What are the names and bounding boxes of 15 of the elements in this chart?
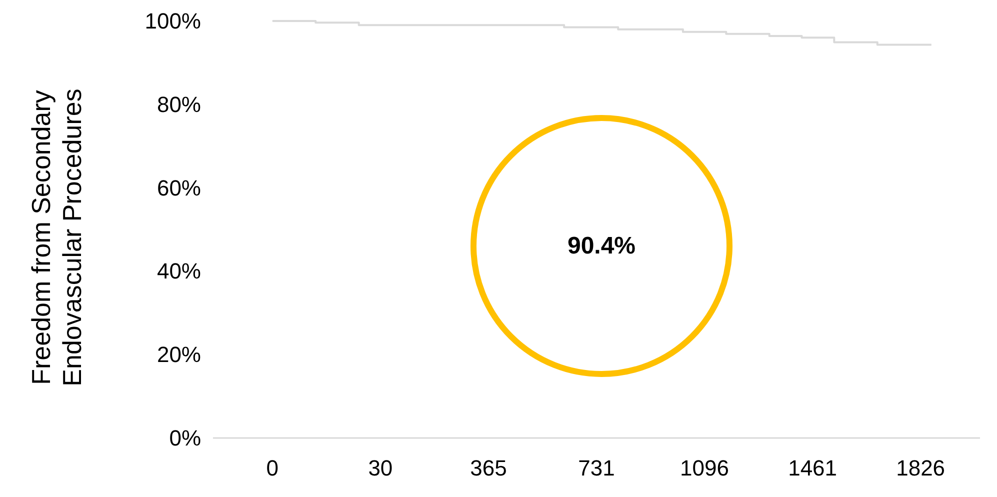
y-tick-label: 40% [156, 258, 201, 284]
y-tick-label: 20% [156, 342, 201, 368]
x-tick-label: 365 [470, 456, 507, 480]
y-tick-label: 80% [156, 92, 201, 117]
x-tick-label: 1826 [896, 456, 946, 480]
y-tick-label: 60% [156, 175, 201, 200]
y-tick-label: 100% [144, 8, 201, 34]
annotation: 90.4% [567, 232, 636, 260]
y-tick-label: 0% [169, 426, 201, 450]
x-tick-label: 30 [368, 456, 393, 480]
y-axis-title: Freedom from Secondary Endovascular Procedures [26, 88, 87, 386]
x-tick-label: 0 [266, 456, 279, 480]
x-tick-label: 1096 [680, 456, 730, 480]
x-tick-label: 731 [578, 456, 615, 480]
x-tick-label: 1461 [788, 456, 838, 480]
